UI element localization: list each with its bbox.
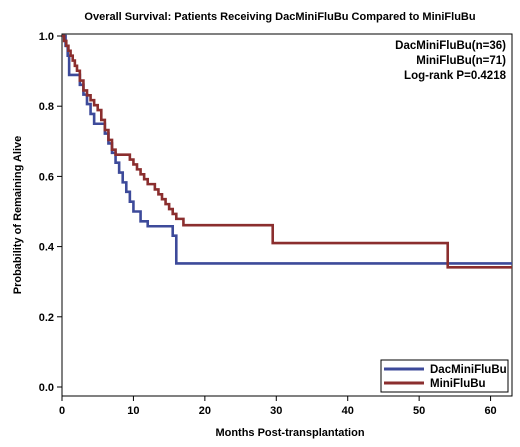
annotation-block: DacMiniFluBu(n=36) MiniFluBu(n=71) Log-r… xyxy=(395,40,506,82)
legend-label-dacminiflubu: DacMiniFluBu xyxy=(430,364,507,376)
x-tick-label: 40 xyxy=(342,405,354,417)
y-tick-label: 0.4 xyxy=(39,242,55,254)
series-layer xyxy=(62,34,512,269)
y-axis: 0.0 0.2 0.4 0.6 0.8 1.0 xyxy=(39,31,62,394)
y-tick-label: 0.6 xyxy=(39,171,54,183)
annotation-logrank: Log-rank P=0.4218 xyxy=(404,70,507,82)
plot-frame xyxy=(61,33,513,397)
series-line-miniflubu xyxy=(62,34,512,269)
x-tick-label: 20 xyxy=(199,405,211,417)
legend-box xyxy=(380,359,509,393)
y-tick-label: 1.0 xyxy=(39,31,54,43)
x-tick-label: 50 xyxy=(413,405,425,417)
y-axis-label: Probability of Remaining Alive xyxy=(12,136,24,295)
annotation-dac-n: DacMiniFluBu(n=36) xyxy=(395,40,506,52)
x-tick-label: 10 xyxy=(127,405,139,417)
x-tick-label: 60 xyxy=(484,405,496,417)
x-tick-label: 0 xyxy=(59,405,65,417)
y-tick-label: 0.8 xyxy=(39,101,54,113)
y-tick-label: 0.0 xyxy=(39,382,54,394)
legend: DacMiniFluBu MiniFluBu xyxy=(380,359,509,393)
chart-title: Overall Survival: Patients Receiving Dac… xyxy=(84,11,475,23)
x-axis-label: Months Post-transplantation xyxy=(215,427,364,439)
y-tick-label: 0.2 xyxy=(39,312,54,324)
annotation-mini-n: MiniFluBu(n=71) xyxy=(416,55,506,67)
x-tick-label: 30 xyxy=(270,405,282,417)
x-axis: 0 10 20 30 40 50 60 xyxy=(59,396,497,417)
legend-label-miniflubu: MiniFluBu xyxy=(430,378,486,390)
